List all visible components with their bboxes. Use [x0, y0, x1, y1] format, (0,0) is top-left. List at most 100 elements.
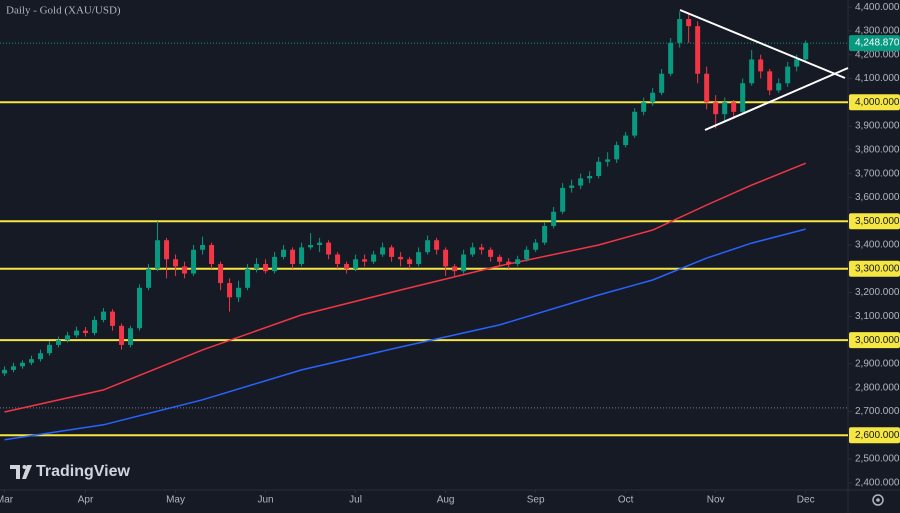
- x-tick-label: Jul: [349, 495, 362, 506]
- candle-body: [578, 178, 584, 186]
- candle-body: [92, 319, 98, 334]
- candle-body: [2, 369, 8, 374]
- y-tick-label: 2,800.000: [855, 382, 900, 393]
- settings-icon[interactable]: [872, 494, 884, 506]
- x-tick-label: Nov: [707, 495, 725, 506]
- candle-body: [533, 242, 539, 250]
- y-tick-label: 4,000.000: [855, 97, 900, 108]
- candle-body: [524, 249, 530, 260]
- y-tick-label: 3,500.000: [855, 216, 900, 227]
- candle-body: [740, 83, 746, 112]
- candle-body: [119, 325, 125, 345]
- y-tick-label: 3,700.000: [855, 168, 900, 179]
- candle-body: [245, 268, 251, 288]
- candle-body: [515, 259, 521, 265]
- candle-body: [506, 261, 512, 265]
- candle-body: [632, 111, 638, 136]
- candle-body: [461, 254, 467, 272]
- last-price-label: 4,248.870: [855, 38, 900, 49]
- candle-body: [704, 73, 710, 103]
- candle-body: [47, 344, 53, 354]
- candle-body: [785, 66, 791, 84]
- candle-body: [569, 185, 575, 188]
- y-tick-label: 4,100.000: [855, 73, 900, 84]
- candle-body: [623, 135, 629, 146]
- candle-body: [749, 59, 755, 84]
- y-tick-label: 2,900.000: [855, 359, 900, 370]
- candle-body: [542, 225, 548, 243]
- y-tick-label: 4,400.000: [855, 2, 900, 13]
- y-tick-label: 3,400.000: [855, 240, 900, 251]
- candle-body: [713, 102, 719, 115]
- candle-body: [479, 247, 485, 250]
- candle-body: [182, 266, 188, 274]
- candle-body: [668, 42, 674, 74]
- candle-body: [407, 259, 413, 265]
- candle-body: [191, 249, 197, 274]
- y-tick-label: 3,200.000: [855, 287, 900, 298]
- candle-body: [128, 328, 134, 345]
- x-tick-label: Apr: [78, 495, 94, 506]
- candle-body: [470, 247, 476, 255]
- candle-body: [380, 247, 386, 255]
- candle-body: [146, 268, 152, 288]
- candle-body: [38, 353, 44, 360]
- candle-body: [173, 259, 179, 267]
- candle-body: [317, 242, 323, 245]
- watermark-logo: [10, 465, 32, 479]
- candle-body: [650, 92, 656, 103]
- candle-body: [677, 19, 683, 43]
- candle-body: [443, 249, 449, 267]
- level-label-box: [849, 94, 900, 111]
- y-tick-label: 3,600.000: [855, 192, 900, 203]
- candle-body: [83, 330, 89, 334]
- candle-body: [155, 240, 161, 269]
- candle-body: [65, 335, 71, 341]
- candle-body: [371, 254, 377, 262]
- watermark: TradingView: [36, 463, 131, 480]
- y-tick-label: 3,000.000: [855, 335, 900, 346]
- y-tick-label: 4,300.000: [855, 26, 900, 37]
- candle-body: [686, 19, 692, 27]
- moving-average-line: [4, 228, 806, 441]
- x-tick-label: May: [166, 495, 185, 506]
- x-tick-label: Dec: [797, 495, 815, 506]
- candle-body: [758, 59, 764, 72]
- triangle-pattern: [679, 9, 849, 131]
- candle-body: [290, 249, 296, 265]
- candle-body: [110, 311, 116, 326]
- candle-body: [434, 240, 440, 250]
- candle-body: [497, 256, 503, 262]
- candle-body: [218, 264, 224, 284]
- candle-body: [389, 247, 395, 257]
- x-tick-label: Oct: [618, 495, 634, 506]
- candle-body: [416, 252, 422, 265]
- candle-body: [11, 366, 17, 370]
- candle-body: [326, 242, 332, 255]
- candle-body: [20, 362, 26, 367]
- candle-body: [299, 247, 305, 265]
- candle-body: [794, 59, 800, 67]
- y-tick-label: 3,800.000: [855, 144, 900, 155]
- candle-body: [560, 187, 566, 212]
- level-label-box: [849, 260, 900, 277]
- chart-title: Daily - Gold (XAU/USD): [6, 5, 121, 17]
- y-tick-label: 2,500.000: [855, 454, 900, 465]
- candle-body: [74, 330, 80, 336]
- y-tick-label: 2,700.000: [855, 406, 900, 417]
- candle-body: [164, 240, 170, 260]
- y-tick-label: 2,400.000: [855, 478, 900, 489]
- candle-body: [353, 259, 359, 269]
- candle-body: [803, 43, 809, 60]
- x-tick-label: Jun: [258, 495, 274, 506]
- candle-body: [362, 259, 368, 262]
- x-tick-label: Mar: [0, 495, 14, 506]
- candle-body: [308, 245, 314, 248]
- candle-body: [344, 264, 350, 269]
- x-tick-label: Sep: [527, 495, 545, 506]
- candle-body: [614, 145, 620, 160]
- candle-body: [488, 249, 494, 257]
